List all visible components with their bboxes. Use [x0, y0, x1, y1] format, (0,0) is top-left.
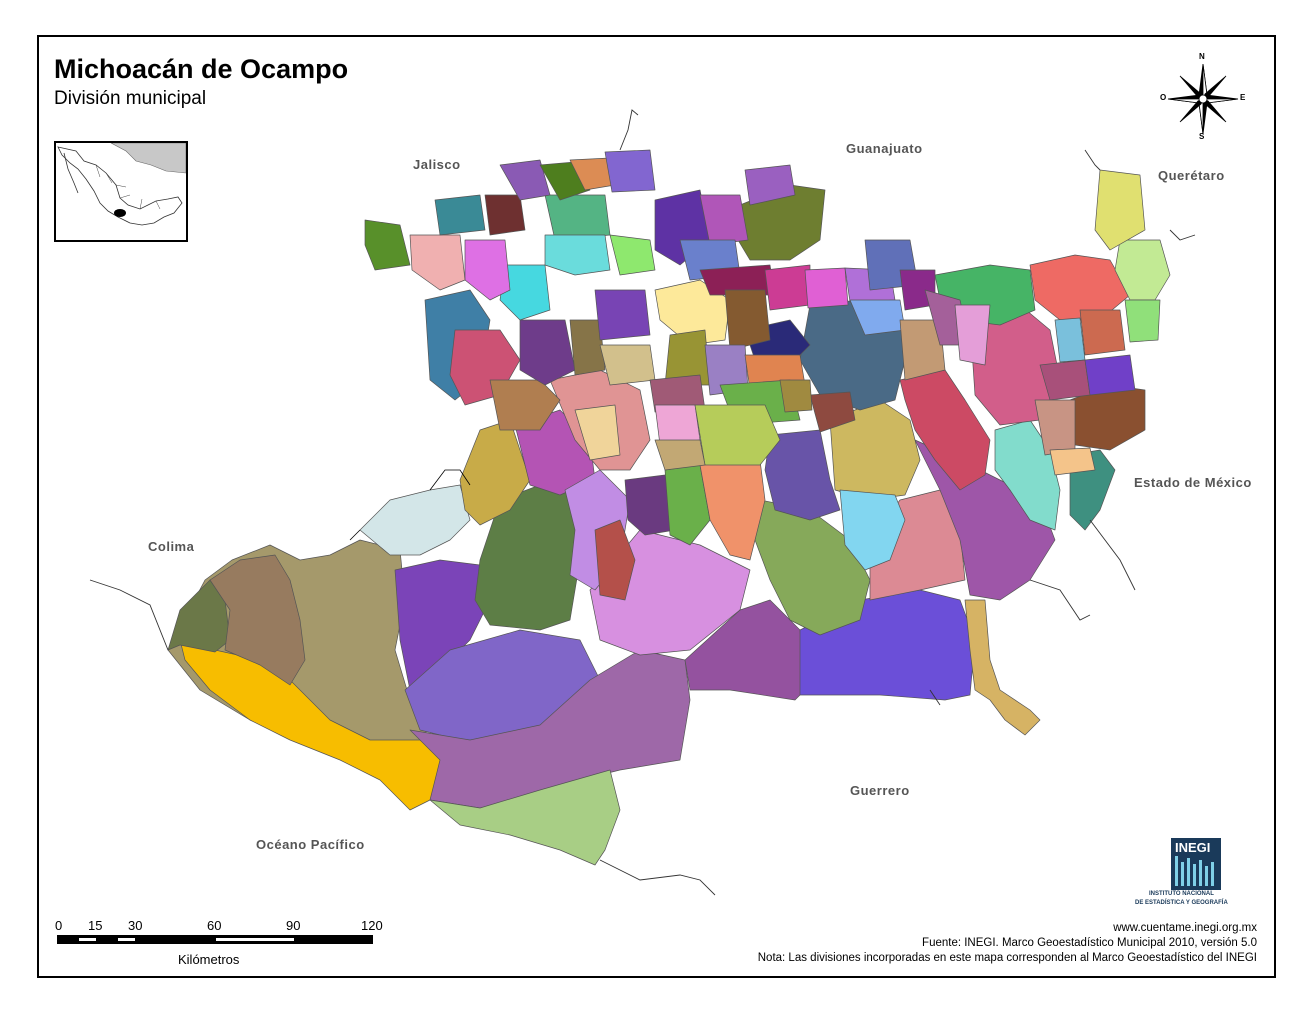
municipality-khaki-n — [654, 279, 731, 346]
municipality-coral-e — [1079, 309, 1126, 356]
municipality-limegreen-ne — [1124, 299, 1161, 343]
municipality-tan-w — [599, 344, 656, 386]
compass-rose-icon: N S E O — [1160, 52, 1246, 142]
inegi-line2: DE ESTADÍSTICA Y GEOGRAFÍA — [1135, 900, 1228, 906]
label-guerrero: Guerrero — [850, 783, 910, 798]
mexico-inset-svg — [56, 143, 186, 240]
municipality-brown-c — [724, 289, 771, 351]
municipality-indigo — [624, 474, 676, 536]
scale-tick-120: 120 — [361, 918, 383, 933]
compass-e: E — [1240, 93, 1246, 102]
municipality-violet-c — [764, 429, 841, 521]
label-oceano-pacifico: Océano Pacífico — [256, 837, 365, 852]
municipality-tan-c2 — [654, 439, 706, 471]
municipality-magenta-n — [764, 264, 811, 311]
municipality-cyan-c — [839, 489, 906, 571]
municipality-brown-w — [489, 379, 561, 431]
inegi-line1: INSTITUTO NACIONAL — [1149, 891, 1214, 897]
municipality-purple-w3 — [594, 289, 651, 341]
municipality-green-n2 — [544, 194, 611, 241]
municipality-yellowgreen-c — [694, 404, 781, 466]
scale-tick-15: 15 — [88, 918, 103, 933]
municipality-lightpink-c — [654, 404, 701, 446]
compass-o: O — [1160, 93, 1167, 102]
municipality-violet-e — [1084, 354, 1136, 396]
scale-tick-90: 90 — [286, 918, 301, 933]
municipality-peach-e — [1049, 447, 1096, 476]
scale-tick-30: 30 — [128, 918, 143, 933]
municipality-brown-c2 — [809, 391, 856, 433]
map-title: Michoacán de Ocampo — [54, 54, 349, 84]
municipality-lightmagenta-n — [804, 267, 849, 309]
municipality-purple-n3 — [604, 149, 656, 193]
municipality-green-south — [429, 769, 621, 866]
municipality-teal-nw — [434, 194, 486, 236]
municipality-pink-e2 — [954, 304, 991, 366]
municipality-crimson — [899, 369, 991, 491]
scale-tick-60: 60 — [207, 918, 222, 933]
compass-n: N — [1199, 52, 1205, 61]
map-subtitle: División municipal — [54, 88, 207, 109]
municipality-yellow-ne — [1094, 169, 1146, 251]
label-jalisco: Jalisco — [413, 157, 461, 172]
footer-url[interactable]: www.cuentame.inegi.org.mx — [1113, 922, 1257, 934]
label-colima: Colima — [148, 539, 195, 554]
municipality-olive-west — [459, 419, 531, 526]
municipality-lightblue-e — [1054, 317, 1086, 363]
municipality-purple-n2 — [499, 159, 551, 201]
scale-unit: Kilómetros — [178, 952, 240, 967]
municipality-lightcyan-n — [544, 234, 611, 276]
mexico-inset-map — [54, 141, 188, 242]
label-queretaro: Querétaro — [1158, 168, 1225, 183]
inegi-acronym: INEGI — [1175, 840, 1211, 855]
label-guanajuato: Guanajuato — [846, 141, 923, 156]
municipality-coast-brown — [209, 554, 306, 686]
footer-note: Nota: Las divisiones incorporadas en est… — [757, 952, 1257, 964]
footer-source: Fuente: INEGI. Marco Geoestadístico Muni… — [922, 937, 1257, 949]
municipality-coast-olive — [167, 579, 231, 653]
municipality-lightgreen-n — [609, 234, 656, 276]
municipality-darkred-nw — [484, 194, 526, 236]
label-estado-de-mexico: Estado de México — [1134, 475, 1252, 490]
municipality-tan-c — [899, 319, 946, 381]
municipality-olive-c2 — [779, 379, 813, 413]
municipality-wheat-w — [574, 404, 621, 461]
municipality-orange-c — [699, 459, 766, 561]
municipality-olive-w — [569, 319, 606, 376]
scale-bar — [57, 935, 373, 944]
municipality-rust — [594, 519, 636, 601]
compass-s: S — [1199, 132, 1205, 141]
municipality-salmon-nw — [409, 234, 466, 291]
scale-tick-0: 0 — [55, 918, 63, 933]
municipality-violet-n4 — [699, 194, 749, 246]
municipality-pink-nw — [464, 239, 511, 301]
inegi-logo: INEGI INSTITUTO NACIONAL DE ESTADÍSTICA … — [1135, 838, 1257, 910]
michoacan-highlight — [114, 209, 126, 217]
municipality-purple-n5 — [744, 164, 796, 206]
municipality-green-nw-far — [364, 219, 411, 271]
municipality-salmon-ne — [1029, 254, 1131, 321]
municipality-lightcyan-west — [359, 484, 471, 556]
municipality-tan-strip — [964, 599, 1041, 736]
municipality-sage — [754, 499, 871, 636]
municipality-darkpurple-w — [519, 319, 576, 386]
